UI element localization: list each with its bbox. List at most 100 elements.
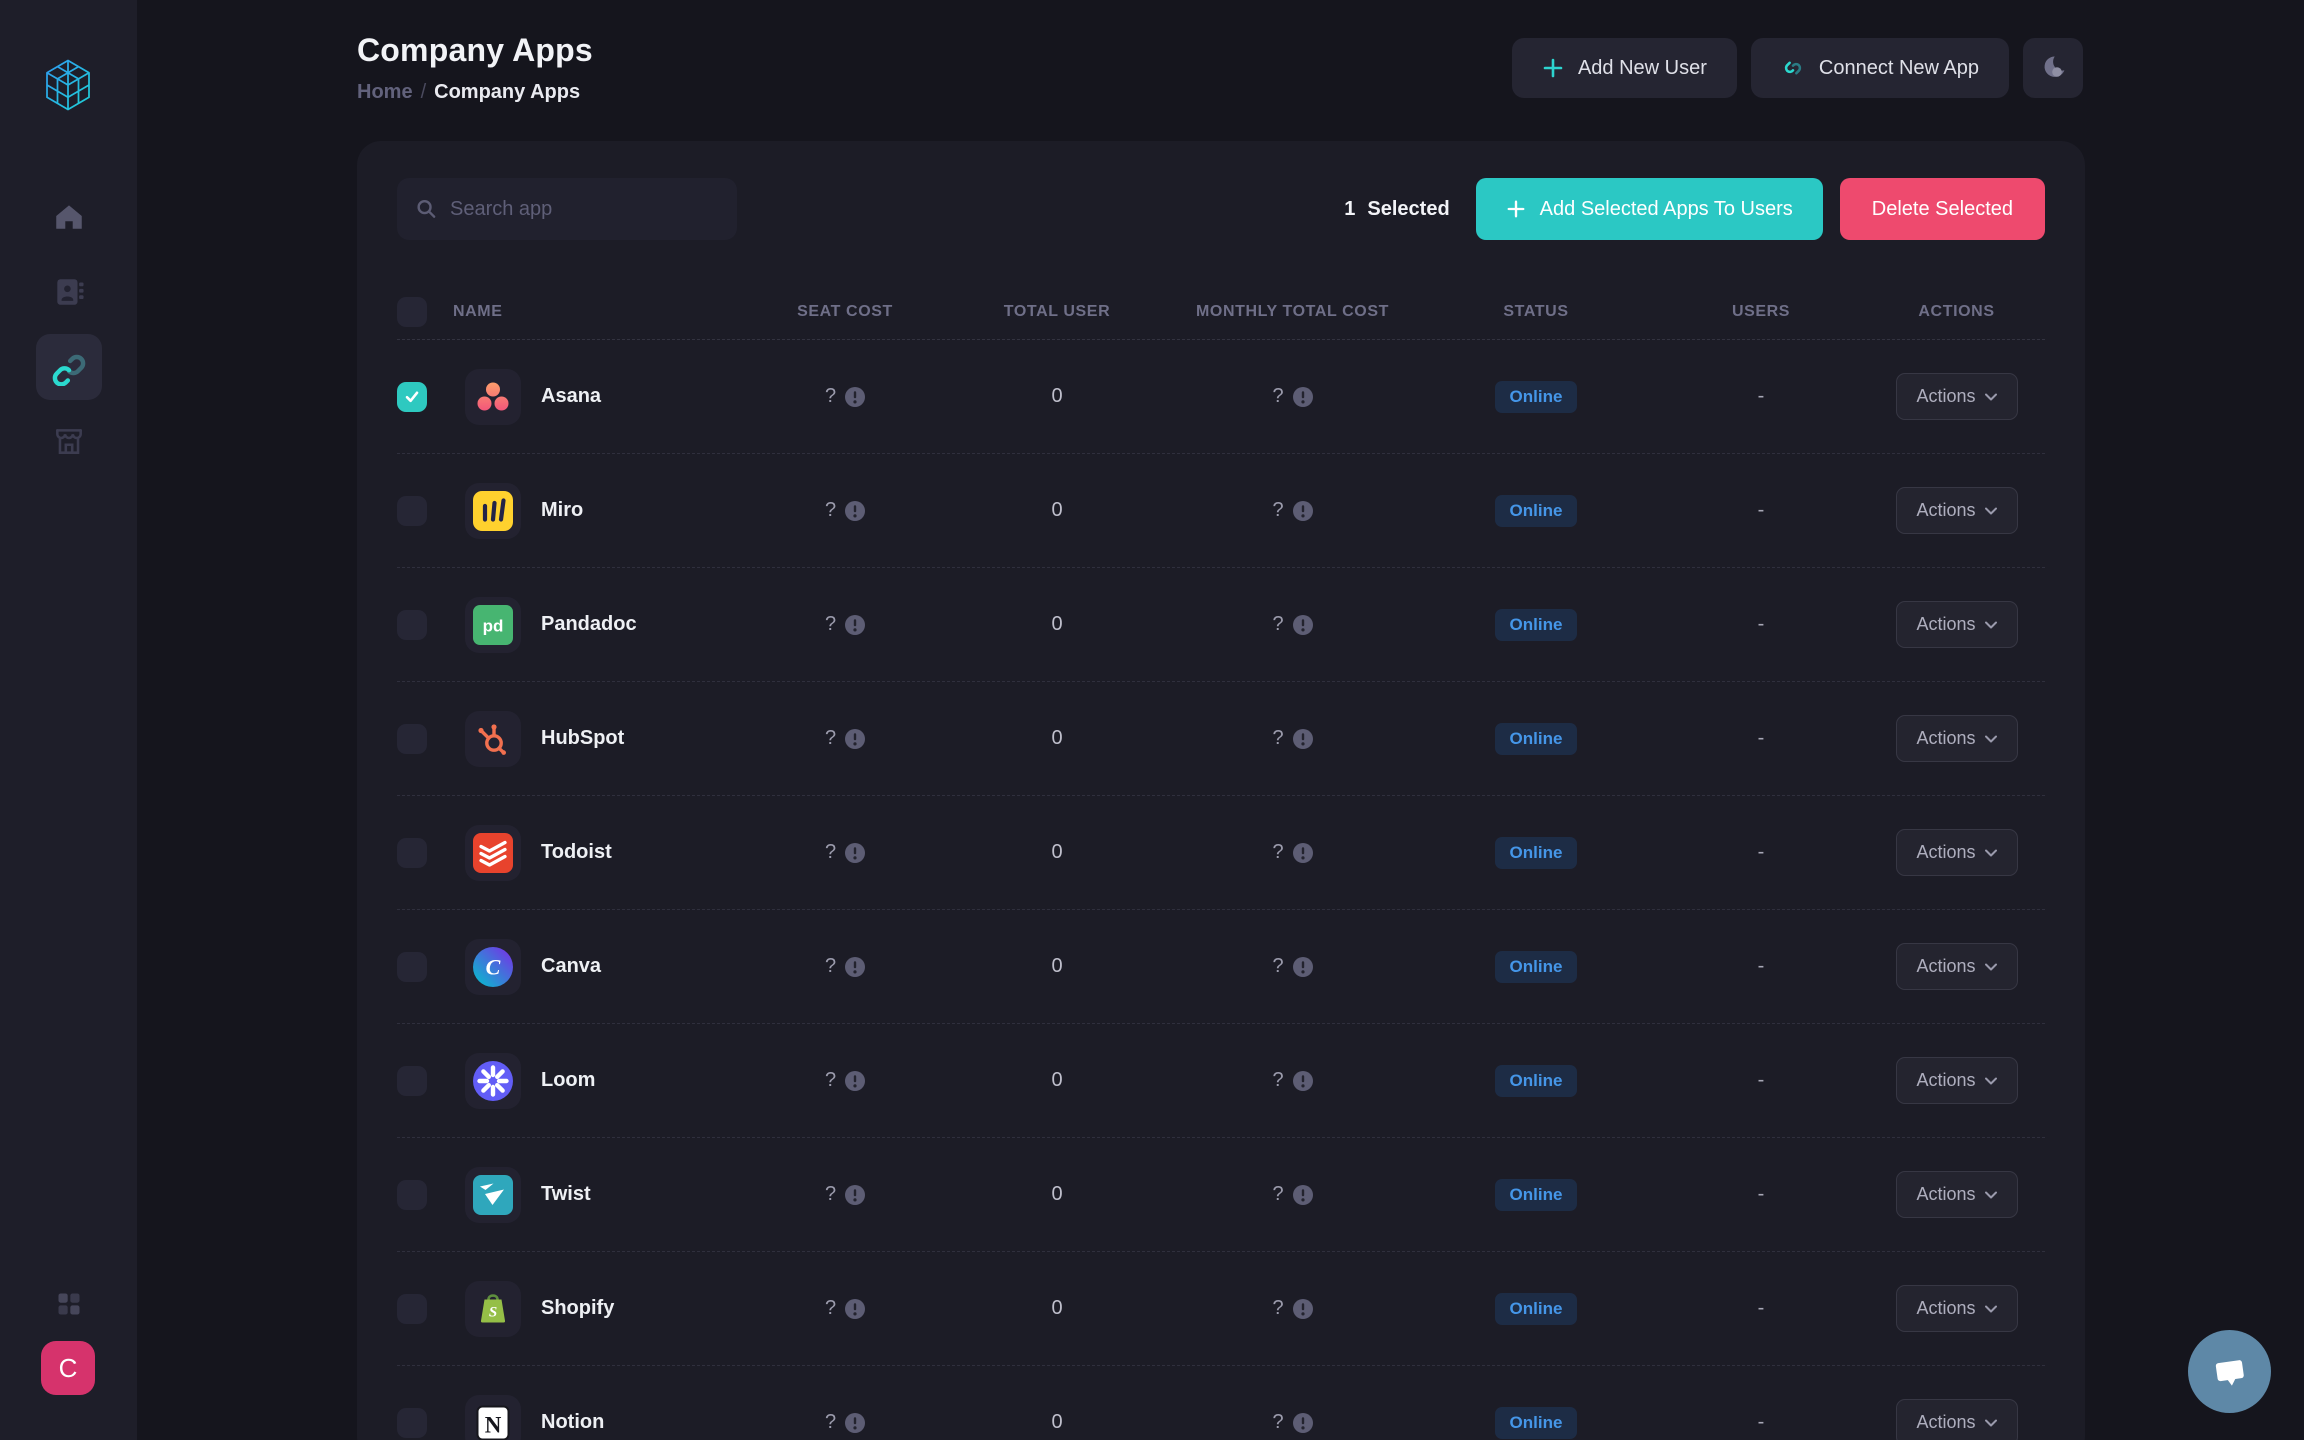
info-icon <box>1292 956 1313 977</box>
actions-label: Actions <box>1916 842 1976 862</box>
users-value: - <box>1757 1183 1765 1205</box>
breadcrumb-separator: / <box>420 81 427 103</box>
info-icon <box>845 956 866 977</box>
column-header: USERS <box>1731 302 1791 320</box>
add-new-user-button[interactable]: Add New User <box>1511 38 1737 98</box>
page-title: Company Apps <box>357 32 593 68</box>
info-icon <box>1292 728 1313 749</box>
sidebar-item-contacts[interactable] <box>45 268 93 316</box>
row-checkbox[interactable] <box>397 609 427 640</box>
plus-icon <box>1543 58 1563 78</box>
breadcrumb-home-link[interactable]: Home <box>357 81 413 103</box>
row-checkbox[interactable] <box>397 951 427 982</box>
users-value: - <box>1757 727 1765 749</box>
chat-bubble-icon <box>2215 1359 2244 1386</box>
user-avatar[interactable]: C <box>41 1341 95 1395</box>
info-icon <box>1292 1412 1313 1433</box>
miro-icon <box>465 482 521 539</box>
chevron-down-icon <box>1984 849 1997 856</box>
chat-widget-button[interactable] <box>2188 1330 2271 1413</box>
connect-new-app-button[interactable]: Connect New App <box>1750 38 2009 98</box>
total-user-value: 0 <box>1051 1183 1063 1205</box>
app-name: Twist <box>541 1183 591 1205</box>
search-input[interactable] <box>450 197 719 221</box>
asana-icon <box>465 368 521 425</box>
info-icon <box>845 1070 866 1091</box>
monthly-total-cost-value: ? <box>1272 385 1284 407</box>
total-user-value: 0 <box>1051 1297 1063 1319</box>
row-checkbox[interactable] <box>397 1065 427 1096</box>
table-body: Asana ? 0 ? Online - Actions Miro ? 0 ? … <box>397 340 2045 1440</box>
users-value: - <box>1757 499 1765 521</box>
table-row: HubSpot ? 0 ? Online - Actions <box>397 682 2045 796</box>
seat-cost-value: ? <box>824 727 837 749</box>
actions-button[interactable]: Actions <box>1895 1285 2018 1332</box>
total-user-value: 0 <box>1051 385 1063 407</box>
actions-button[interactable]: Actions <box>1895 373 2018 420</box>
table-header: NAME SEAT COST TOTAL USER MONTHLY TOTAL COS… <box>397 284 2045 340</box>
info-icon <box>845 614 866 635</box>
monthly-total-cost-value: ? <box>1272 727 1284 749</box>
sidebar-item-connections[interactable] <box>35 334 102 400</box>
row-checkbox[interactable] <box>397 837 427 868</box>
svg-text:N: N <box>485 1412 502 1437</box>
info-icon <box>1292 1070 1313 1091</box>
seat-cost-value: ? <box>824 1411 837 1433</box>
row-checkbox[interactable] <box>397 381 427 412</box>
row-checkbox[interactable] <box>397 495 427 526</box>
actions-button[interactable]: Actions <box>1895 829 2018 876</box>
actions-button[interactable]: Actions <box>1895 943 2018 990</box>
column-header: TOTAL USER <box>1003 302 1111 320</box>
app-name: Notion <box>541 1411 605 1433</box>
actions-button[interactable]: Actions <box>1895 1171 2018 1218</box>
delete-selected-button[interactable]: Delete Selected <box>1839 178 2045 240</box>
sidebar-item-apps-grid[interactable] <box>45 1280 93 1328</box>
actions-button[interactable]: Actions <box>1895 601 2018 648</box>
sidebar: C <box>0 0 137 1440</box>
chevron-down-icon <box>1984 507 1997 514</box>
add-new-user-label: Add New User <box>1577 56 1707 79</box>
table-row: Miro ? 0 ? Online - Actions <box>397 454 2045 568</box>
users-value: - <box>1757 385 1765 407</box>
users-value: - <box>1757 841 1765 863</box>
svg-text:pd: pd <box>483 616 504 635</box>
shopify-icon: S <box>465 1280 521 1337</box>
row-checkbox[interactable] <box>397 1407 427 1438</box>
store-icon <box>55 429 82 454</box>
total-user-value: 0 <box>1051 727 1063 749</box>
column-header: SEAT COST <box>797 302 893 320</box>
chevron-down-icon <box>1984 393 1997 400</box>
total-user-value: 0 <box>1051 1069 1063 1091</box>
chevron-down-icon <box>1984 621 1997 628</box>
monthly-total-cost-value: ? <box>1272 841 1284 863</box>
column-header: MONTHLY TOTAL COST <box>1195 302 1390 320</box>
sidebar-item-store[interactable] <box>45 417 93 465</box>
chevron-down-icon <box>1984 735 1997 742</box>
actions-button[interactable]: Actions <box>1895 1399 2018 1440</box>
select-all-checkbox[interactable] <box>397 296 427 327</box>
theme-toggle-button[interactable] <box>2023 38 2083 98</box>
actions-button[interactable]: Actions <box>1895 715 2018 762</box>
add-selected-apps-button[interactable]: Add Selected Apps To Users <box>1475 178 1823 240</box>
sidebar-item-home[interactable] <box>45 193 93 241</box>
svg-text:C: C <box>486 954 501 979</box>
actions-button[interactable]: Actions <box>1895 487 2018 534</box>
users-value: - <box>1757 955 1765 977</box>
contacts-icon <box>56 279 84 305</box>
check-icon <box>405 391 419 402</box>
row-checkbox[interactable] <box>397 1293 427 1324</box>
app-name: Loom <box>541 1069 596 1091</box>
row-checkbox[interactable] <box>397 723 427 754</box>
row-checkbox[interactable] <box>397 1179 427 1210</box>
column-header: ACTIONS <box>1918 302 1995 320</box>
table-row: Twist ? 0 ? Online - Actions <box>397 1138 2045 1252</box>
info-icon <box>845 842 866 863</box>
plus-icon <box>1507 200 1525 218</box>
actions-button[interactable]: Actions <box>1895 1057 2018 1104</box>
hubspot-icon <box>465 710 521 767</box>
info-icon <box>1292 614 1313 635</box>
monthly-total-cost-value: ? <box>1272 499 1284 521</box>
actions-label: Actions <box>1916 500 1976 520</box>
seat-cost-value: ? <box>824 841 837 863</box>
table-row: Asana ? 0 ? Online - Actions <box>397 340 2045 454</box>
